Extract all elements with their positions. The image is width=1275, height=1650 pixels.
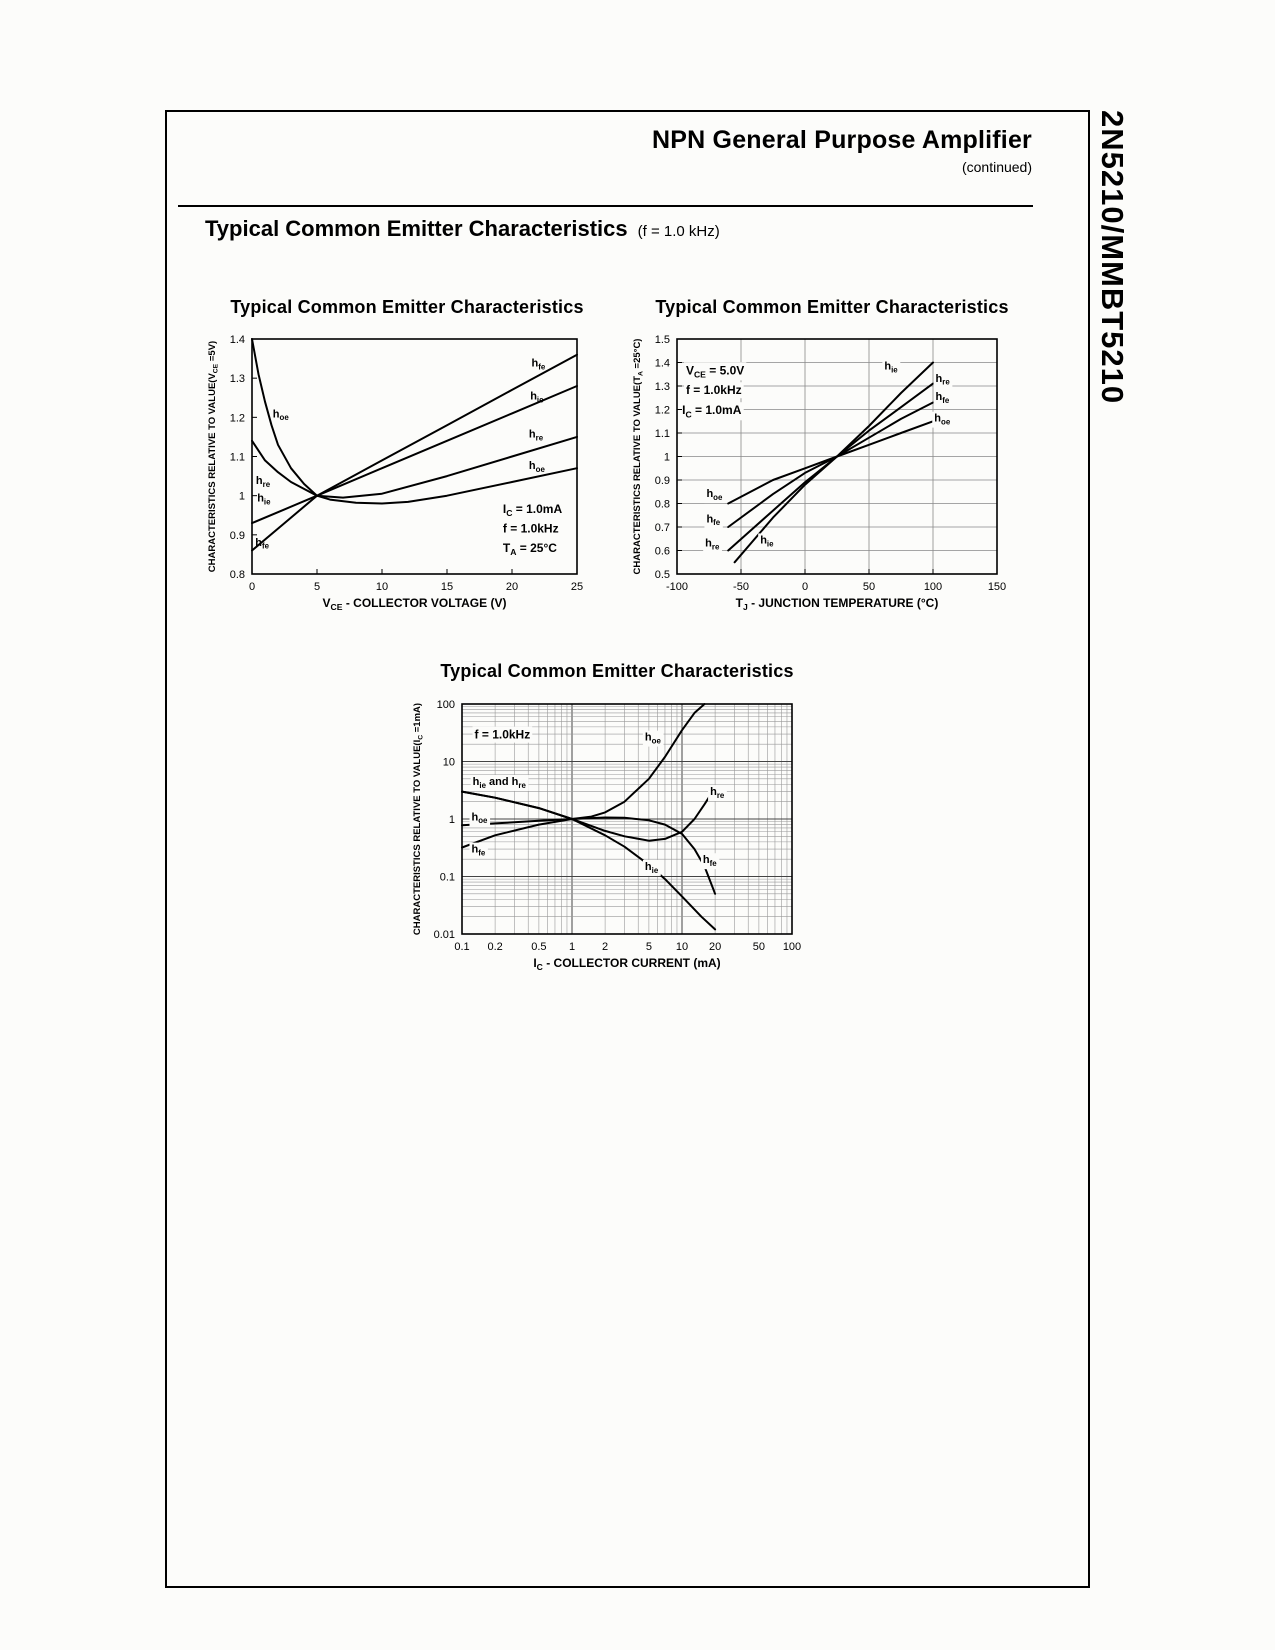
svg-text:0.9: 0.9 [655, 475, 670, 487]
chart-title: Typical Common Emitter Characteristics [655, 297, 1009, 317]
svg-text:IC - COLLECTOR CURRENT (mA): IC - COLLECTOR CURRENT (mA) [533, 956, 720, 972]
svg-text:hie: hie [257, 493, 271, 507]
svg-text:hre: hre [710, 786, 725, 800]
svg-text:hoe: hoe [529, 460, 546, 474]
chart-junction-temperature-plot: hie hre hfe hoe hoe hfe hre hie VCE = 5.0V f = 1.… [632, 334, 1006, 612]
svg-text:5: 5 [646, 941, 652, 953]
svg-text:hie: hie [530, 391, 544, 405]
svg-text:100: 100 [924, 581, 942, 593]
chart-collector-current-plot: hoe hre hie and hre hoe hfe hie hfe f = 1.0kHz 0… [412, 699, 801, 972]
svg-text:-50: -50 [733, 581, 749, 593]
section-heading: Typical Common Emitter Characteristics (f… [205, 216, 720, 242]
svg-text:TA = 25°C: TA = 25°C [503, 541, 557, 557]
chart-collector-current: Typical Common Emitter Characteristics h… [407, 662, 827, 992]
svg-text:hfe: hfe [255, 537, 269, 551]
svg-text:100: 100 [783, 941, 801, 953]
svg-text:15: 15 [441, 581, 453, 593]
svg-text:hre: hre [705, 538, 720, 552]
svg-text:20: 20 [506, 581, 518, 593]
svg-text:1: 1 [664, 452, 670, 464]
svg-text:hoe: hoe [273, 408, 290, 422]
chart-title: Typical Common Emitter Characteristics [230, 297, 584, 317]
svg-text:1.5: 1.5 [655, 334, 670, 346]
svg-text:0.8: 0.8 [230, 569, 245, 581]
chart-collector-voltage-plot: hoe hre hie hfe hfe hie hre hoe IC = 1.0mA f = 1.… [207, 334, 583, 612]
svg-text:0.7: 0.7 [655, 522, 670, 534]
svg-text:f = 1.0kHz: f = 1.0kHz [686, 383, 742, 397]
svg-text:hfe: hfe [703, 854, 717, 868]
svg-text:1.3: 1.3 [655, 381, 670, 393]
page-title: NPN General Purpose Amplifier [652, 126, 1032, 154]
svg-text:1.4: 1.4 [655, 358, 670, 370]
svg-text:0.6: 0.6 [655, 546, 670, 558]
svg-text:hoe: hoe [934, 413, 951, 427]
svg-text:f = 1.0kHz: f = 1.0kHz [503, 521, 559, 535]
svg-text:f = 1.0kHz: f = 1.0kHz [475, 728, 531, 742]
chart-collector-voltage: Typical Common Emitter Characteristics h… [202, 298, 612, 618]
svg-text:hoe: hoe [706, 488, 723, 502]
svg-text:10: 10 [443, 757, 455, 769]
svg-text:1: 1 [569, 941, 575, 953]
svg-text:CHARACTERISTICS RELATIVE TO VA: CHARACTERISTICS RELATIVE TO VALUE(IC =1m… [412, 703, 425, 935]
svg-text:5: 5 [314, 581, 320, 593]
svg-text:10: 10 [676, 941, 688, 953]
svg-text:IC = 1.0mA: IC = 1.0mA [682, 403, 742, 419]
svg-text:TJ - JUNCTION TEMPERATURE (°C): TJ - JUNCTION TEMPERATURE (°C) [736, 596, 939, 612]
svg-text:hie: hie [760, 534, 774, 548]
svg-text:hie: hie [884, 361, 898, 375]
svg-text:hre: hre [256, 475, 271, 489]
svg-text:0.5: 0.5 [531, 941, 546, 953]
svg-text:IC = 1.0mA: IC = 1.0mA [503, 502, 563, 518]
svg-text:10: 10 [376, 581, 388, 593]
svg-text:0.2: 0.2 [487, 941, 502, 953]
svg-text:0.1: 0.1 [440, 872, 455, 884]
svg-text:hre: hre [936, 373, 951, 387]
svg-text:hoe: hoe [645, 732, 662, 746]
svg-text:1.3: 1.3 [230, 373, 245, 385]
svg-text:1.1: 1.1 [655, 428, 670, 440]
svg-text:hfe: hfe [471, 844, 485, 858]
svg-text:1.2: 1.2 [655, 405, 670, 417]
svg-text:1: 1 [449, 814, 455, 826]
svg-text:hfe: hfe [532, 357, 546, 371]
svg-text:100: 100 [437, 699, 455, 711]
svg-text:50: 50 [753, 941, 765, 953]
section-title: Typical Common Emitter Characteristics [205, 216, 628, 241]
svg-text:hie: hie [645, 861, 659, 875]
svg-text:VCE = 5.0V: VCE = 5.0V [686, 363, 744, 379]
header-divider [178, 205, 1033, 207]
svg-text:hfe: hfe [936, 391, 950, 405]
svg-text:0.01: 0.01 [434, 929, 455, 941]
svg-text:hie and hre: hie and hre [473, 776, 527, 790]
svg-text:1.1: 1.1 [230, 452, 245, 464]
svg-text:CHARACTERISTICS RELATIVE TO VA: CHARACTERISTICS RELATIVE TO VALUE(TA =25… [632, 339, 645, 575]
svg-text:0.9: 0.9 [230, 530, 245, 542]
svg-text:-100: -100 [666, 581, 688, 593]
svg-text:0: 0 [802, 581, 808, 593]
section-frequency-note: (f = 1.0 kHz) [637, 223, 720, 240]
part-number-vertical: 2N5210/MMBT5210 [1095, 110, 1130, 405]
svg-text:2: 2 [602, 941, 608, 953]
svg-text:VCE - COLLECTOR VOLTAGE (V): VCE - COLLECTOR VOLTAGE (V) [323, 596, 507, 612]
svg-text:hre: hre [529, 429, 544, 443]
page-frame: NPN General Purpose Amplifier (continued… [165, 110, 1090, 1588]
svg-text:CHARACTERISTICS RELATIVE TO VA: CHARACTERISTICS RELATIVE TO VALUE(VCE =5… [207, 341, 220, 572]
svg-text:hfe: hfe [706, 513, 720, 527]
svg-text:0.5: 0.5 [655, 569, 670, 581]
chart-junction-temperature: Typical Common Emitter Characteristics h… [627, 298, 1037, 618]
continued-label: (continued) [961, 159, 1032, 175]
chart-title: Typical Common Emitter Characteristics [440, 661, 794, 681]
svg-text:0.8: 0.8 [655, 499, 670, 511]
svg-text:1.4: 1.4 [230, 334, 245, 346]
svg-text:0: 0 [249, 581, 255, 593]
svg-text:1: 1 [239, 491, 245, 503]
svg-text:hoe: hoe [471, 811, 488, 825]
svg-text:25: 25 [571, 581, 583, 593]
svg-text:50: 50 [863, 581, 875, 593]
svg-text:150: 150 [988, 581, 1006, 593]
svg-text:0.1: 0.1 [454, 941, 469, 953]
svg-text:1.2: 1.2 [230, 412, 245, 424]
svg-text:20: 20 [709, 941, 721, 953]
